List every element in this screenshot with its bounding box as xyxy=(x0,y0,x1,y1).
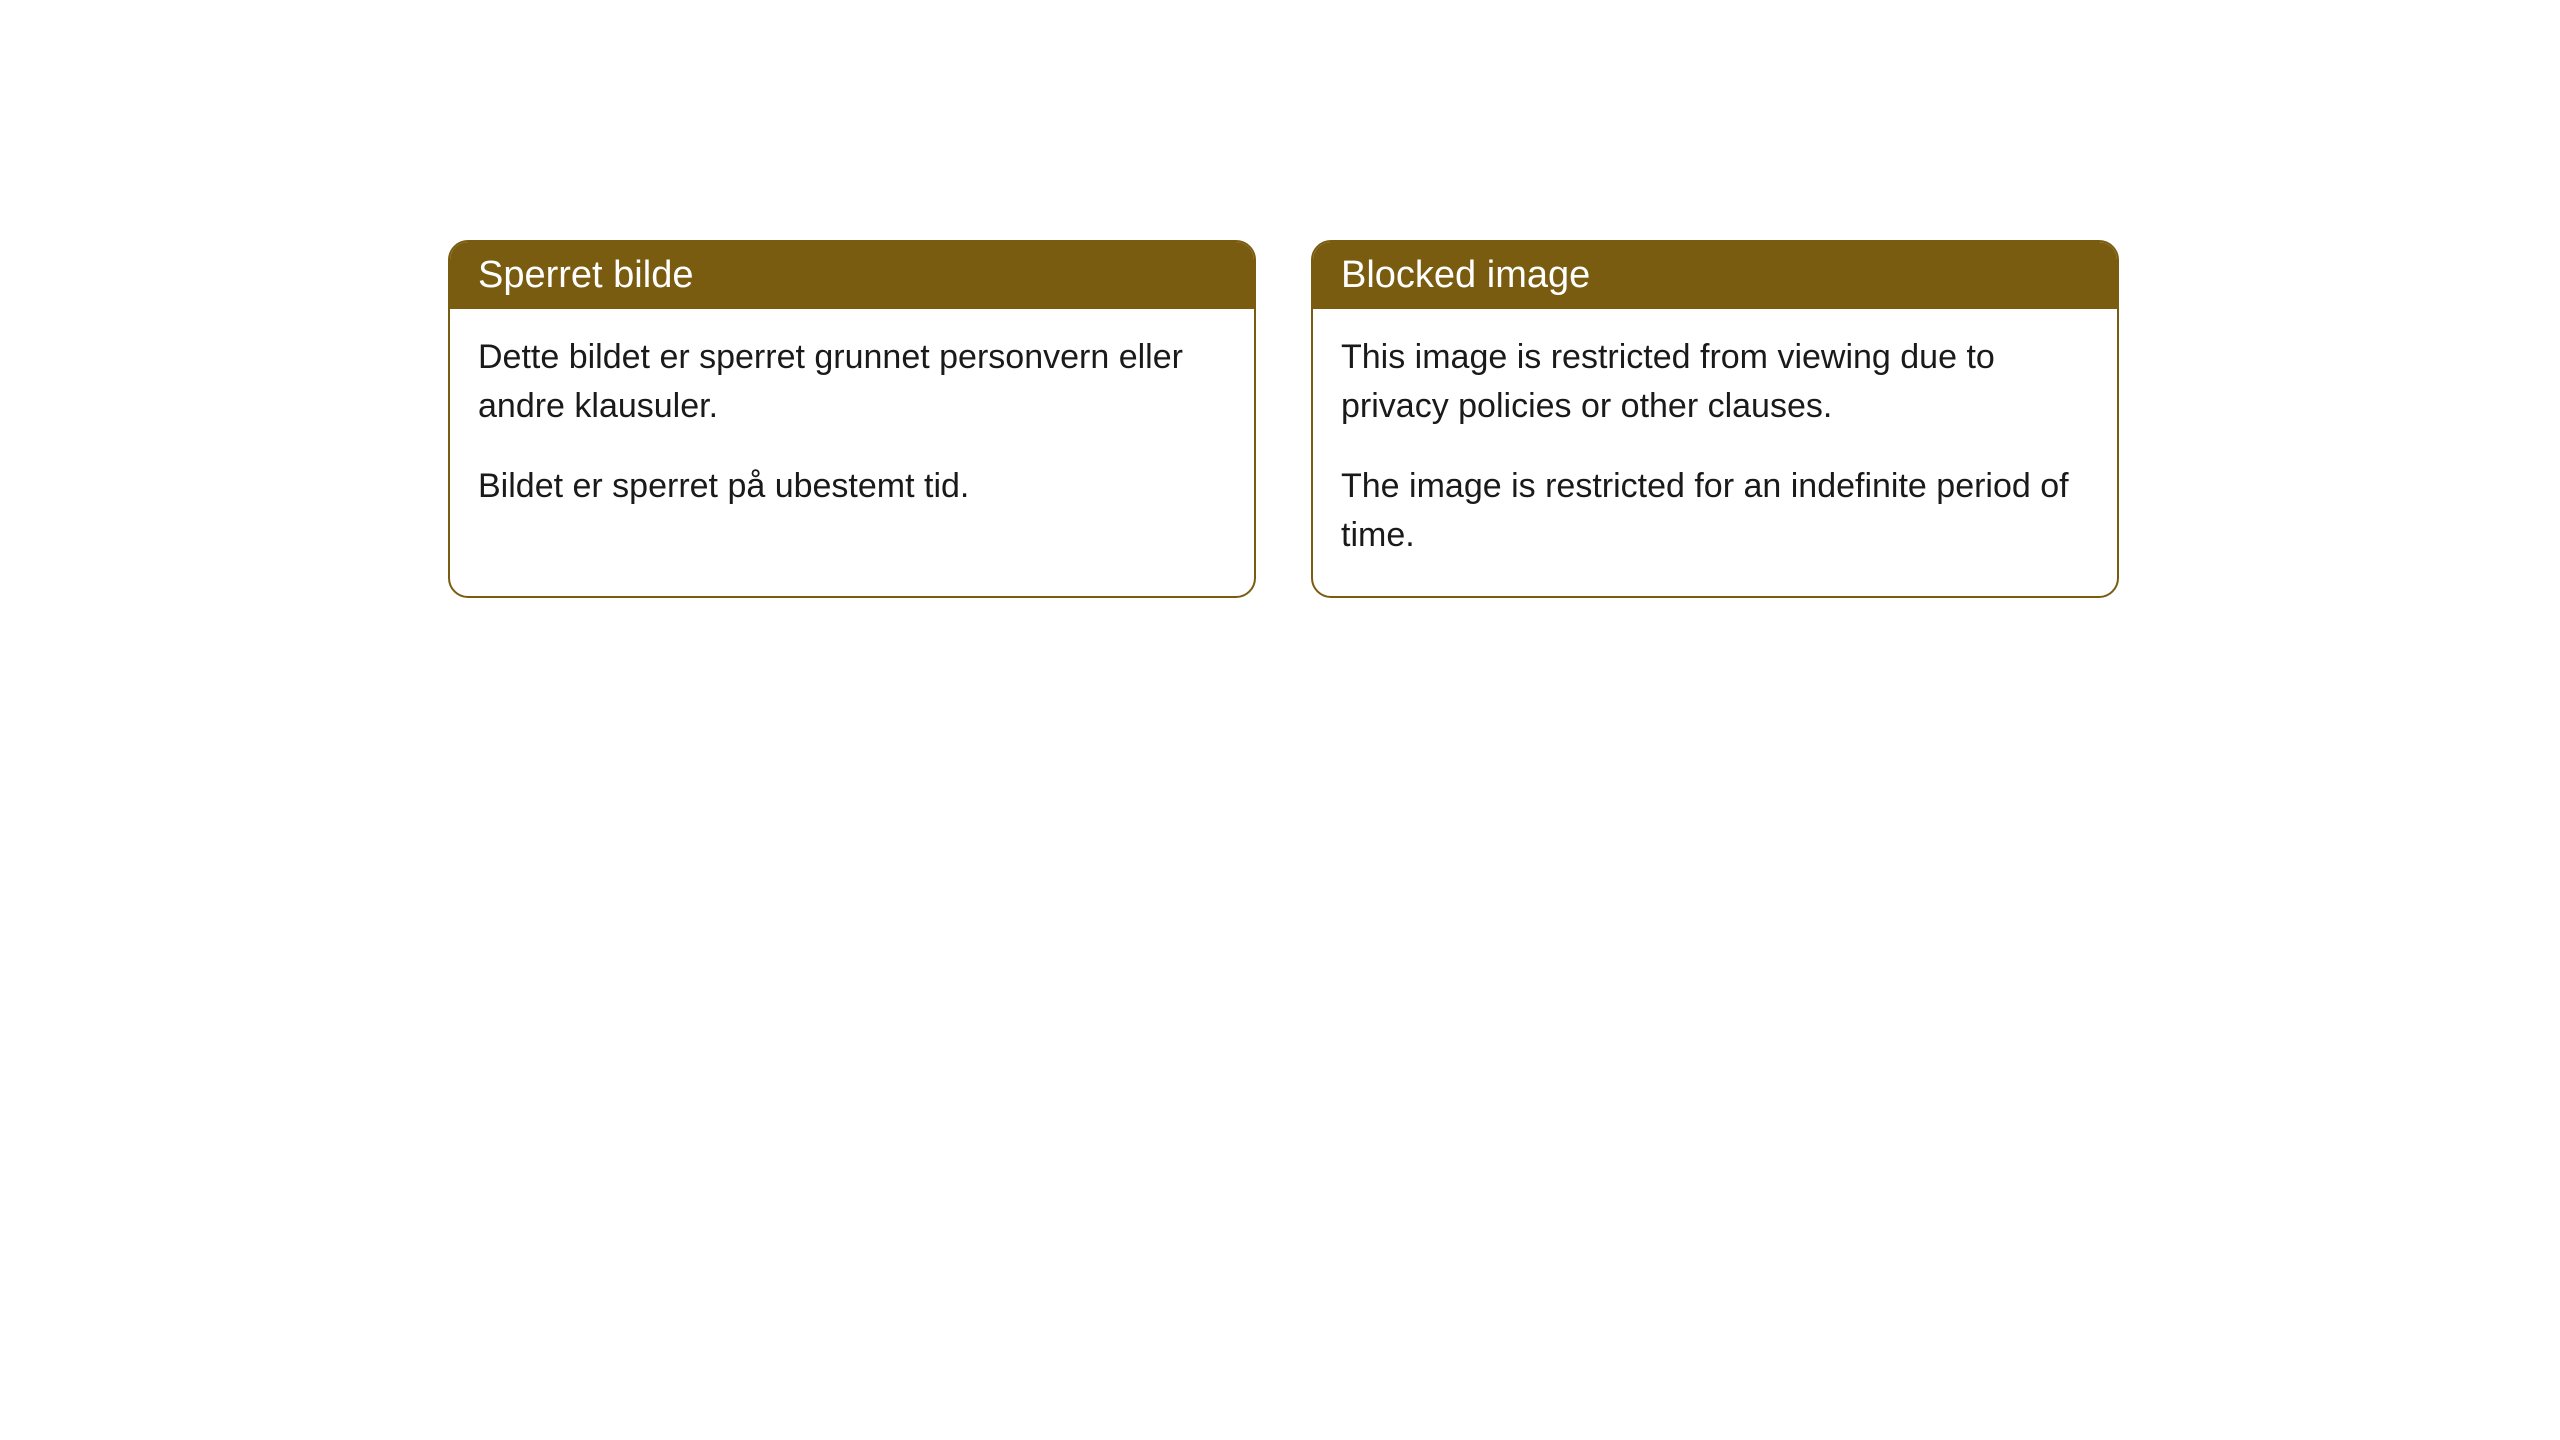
card-header-en: Blocked image xyxy=(1313,242,2117,309)
card-paragraph-en-2: The image is restricted for an indefinit… xyxy=(1341,462,2089,561)
card-paragraph-en-1: This image is restricted from viewing du… xyxy=(1341,333,2089,432)
blocked-image-card-no: Sperret bilde Dette bildet er sperret gr… xyxy=(448,240,1256,598)
notice-container: Sperret bilde Dette bildet er sperret gr… xyxy=(448,240,2119,598)
card-body-en: This image is restricted from viewing du… xyxy=(1313,309,2117,596)
card-header-no: Sperret bilde xyxy=(450,242,1254,309)
card-paragraph-no-1: Dette bildet er sperret grunnet personve… xyxy=(478,333,1226,432)
card-paragraph-no-2: Bildet er sperret på ubestemt tid. xyxy=(478,462,1226,511)
card-body-no: Dette bildet er sperret grunnet personve… xyxy=(450,309,1254,547)
blocked-image-card-en: Blocked image This image is restricted f… xyxy=(1311,240,2119,598)
